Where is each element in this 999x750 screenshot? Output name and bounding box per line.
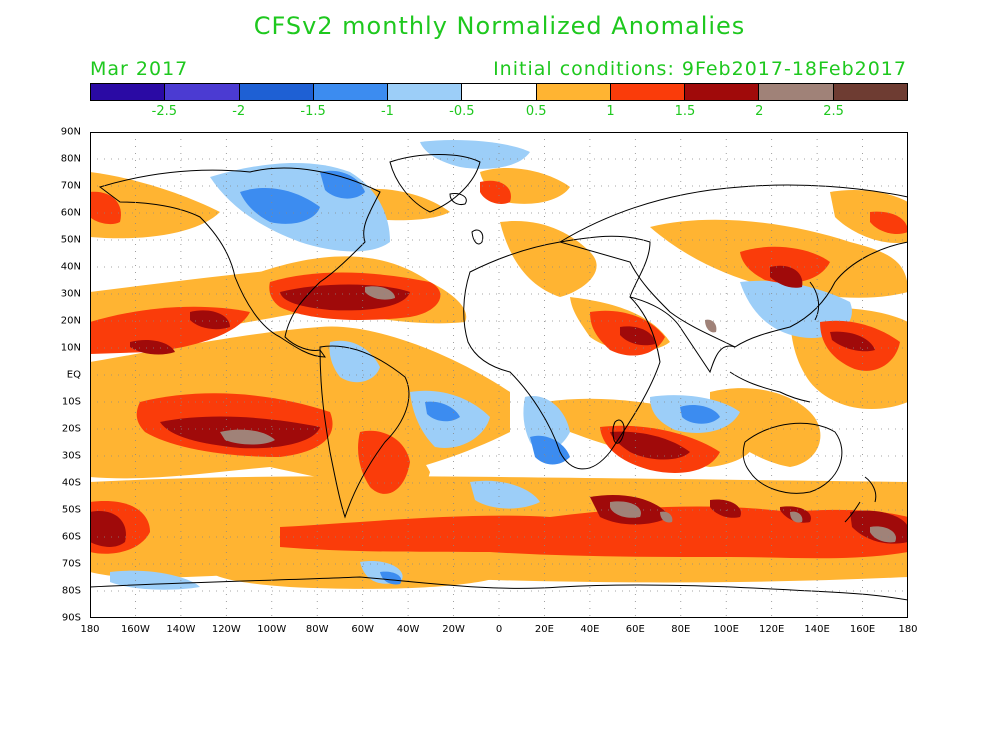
map-frame <box>90 132 908 618</box>
longitude-label: 60E <box>625 624 645 635</box>
latitude-label: 90N <box>60 126 81 138</box>
longitude-label: 0 <box>495 624 503 635</box>
longitude-label: 20W <box>442 624 465 635</box>
legend-swatch <box>685 84 760 100</box>
longitude-label: 140E <box>804 624 830 635</box>
latitude-label: 30N <box>60 288 81 300</box>
legend-swatch <box>536 84 611 100</box>
initial-conditions: Initial conditions: 9Feb2017-18Feb2017 <box>493 58 907 80</box>
legend-swatch <box>91 84 166 100</box>
legend-tick-label: -1 <box>380 104 394 119</box>
coastlines <box>89 154 909 601</box>
legend-swatch <box>610 84 686 100</box>
latitude-label: 60S <box>61 531 81 543</box>
color-legend <box>90 83 908 101</box>
legend-tick-label: -1.5 <box>300 104 326 119</box>
longitude-label: 40E <box>580 624 600 635</box>
legend-swatch <box>313 84 389 100</box>
latitude-label: 50S <box>61 504 81 516</box>
legend-tick-label: -2.5 <box>151 104 178 119</box>
legend-tick-label: -2 <box>232 104 246 119</box>
latitude-label: 40N <box>60 261 81 273</box>
legend-tick-label: 2.5 <box>823 104 844 119</box>
latitude-label: 50N <box>60 234 81 246</box>
latitude-label: 90S <box>61 612 81 624</box>
longitude-label: 160E <box>849 624 876 635</box>
legend-tick-label: 2 <box>755 104 764 119</box>
longitude-label: 60W <box>351 624 374 635</box>
longitude-label: 40W <box>396 624 420 635</box>
legend-tick-label: 1.5 <box>674 104 696 119</box>
latitude-label: 60N <box>60 207 81 219</box>
legend-swatch <box>759 84 834 100</box>
legend-swatch <box>462 84 537 100</box>
latitude-label: 20S <box>61 423 81 435</box>
latitude-label: EQ <box>66 369 81 381</box>
anomaly-brown-regions <box>220 286 896 543</box>
latitude-label: 70N <box>60 180 81 192</box>
legend-swatch <box>833 84 907 100</box>
latitude-label: 80S <box>61 585 81 597</box>
legend-tick-label: -0.5 <box>449 104 475 119</box>
longitude-label: 20E <box>534 624 554 635</box>
latitude-label: 10S <box>61 396 81 408</box>
latitude-label: 70S <box>61 558 81 570</box>
latitude-label: 80N <box>60 153 81 165</box>
longitude-label: 100W <box>257 624 287 635</box>
anomaly-map <box>89 132 909 618</box>
longitude-label: 100E <box>713 624 739 635</box>
latitude-label: 30S <box>61 450 81 462</box>
legend-tick-label: 0.5 <box>525 104 547 119</box>
forecast-month: Mar 2017 <box>90 58 189 80</box>
longitude-label: 160W <box>120 624 150 635</box>
legend-swatch <box>165 84 240 100</box>
longitude-label: 120W <box>211 624 241 635</box>
chart-title: CFSv2 monthly Normalized Anomalies <box>253 12 746 40</box>
map-svg <box>89 132 909 618</box>
legend-swatch <box>239 84 314 100</box>
longitude-label: 140W <box>166 624 196 635</box>
longitude-label: 180 <box>898 624 918 635</box>
legend-tick-label: 1 <box>606 104 615 119</box>
latitude-label: 10N <box>60 342 81 354</box>
longitude-label: 80E <box>671 624 691 635</box>
longitude-label: 120E <box>758 624 785 635</box>
latitude-label: 40S <box>61 477 81 489</box>
anomaly-blue-regions <box>240 170 720 585</box>
latitude-label: 20N <box>60 315 81 327</box>
legend-swatch <box>388 84 463 100</box>
longitude-label: 180 <box>80 624 100 635</box>
longitude-label: 80W <box>305 624 329 635</box>
